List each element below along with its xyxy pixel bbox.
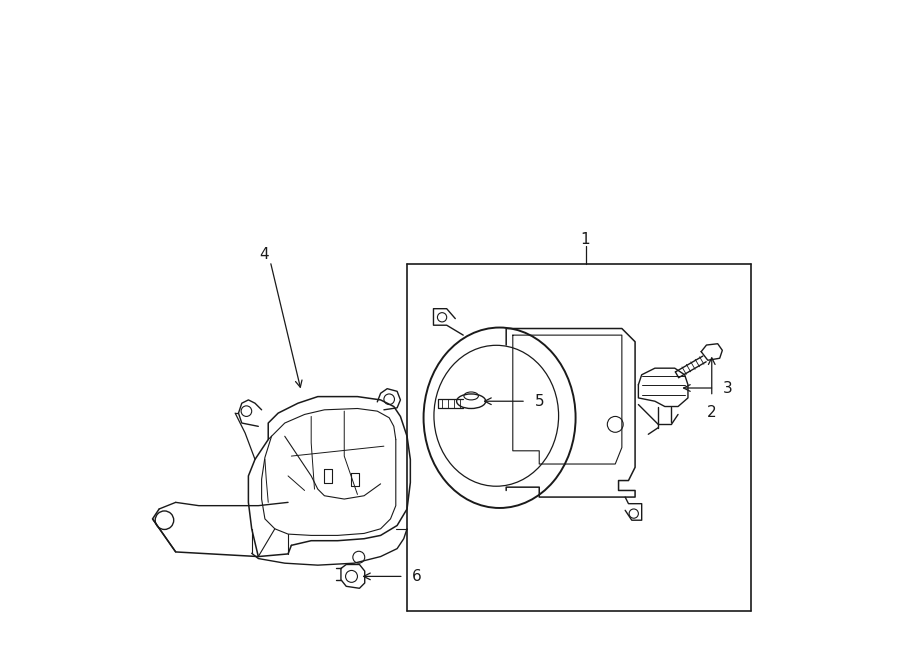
Text: 3: 3 bbox=[723, 381, 733, 395]
Text: 6: 6 bbox=[412, 569, 422, 584]
Text: 1: 1 bbox=[580, 232, 590, 247]
Text: 2: 2 bbox=[706, 405, 716, 420]
Text: 5: 5 bbox=[535, 394, 544, 408]
Text: 4: 4 bbox=[259, 247, 268, 262]
